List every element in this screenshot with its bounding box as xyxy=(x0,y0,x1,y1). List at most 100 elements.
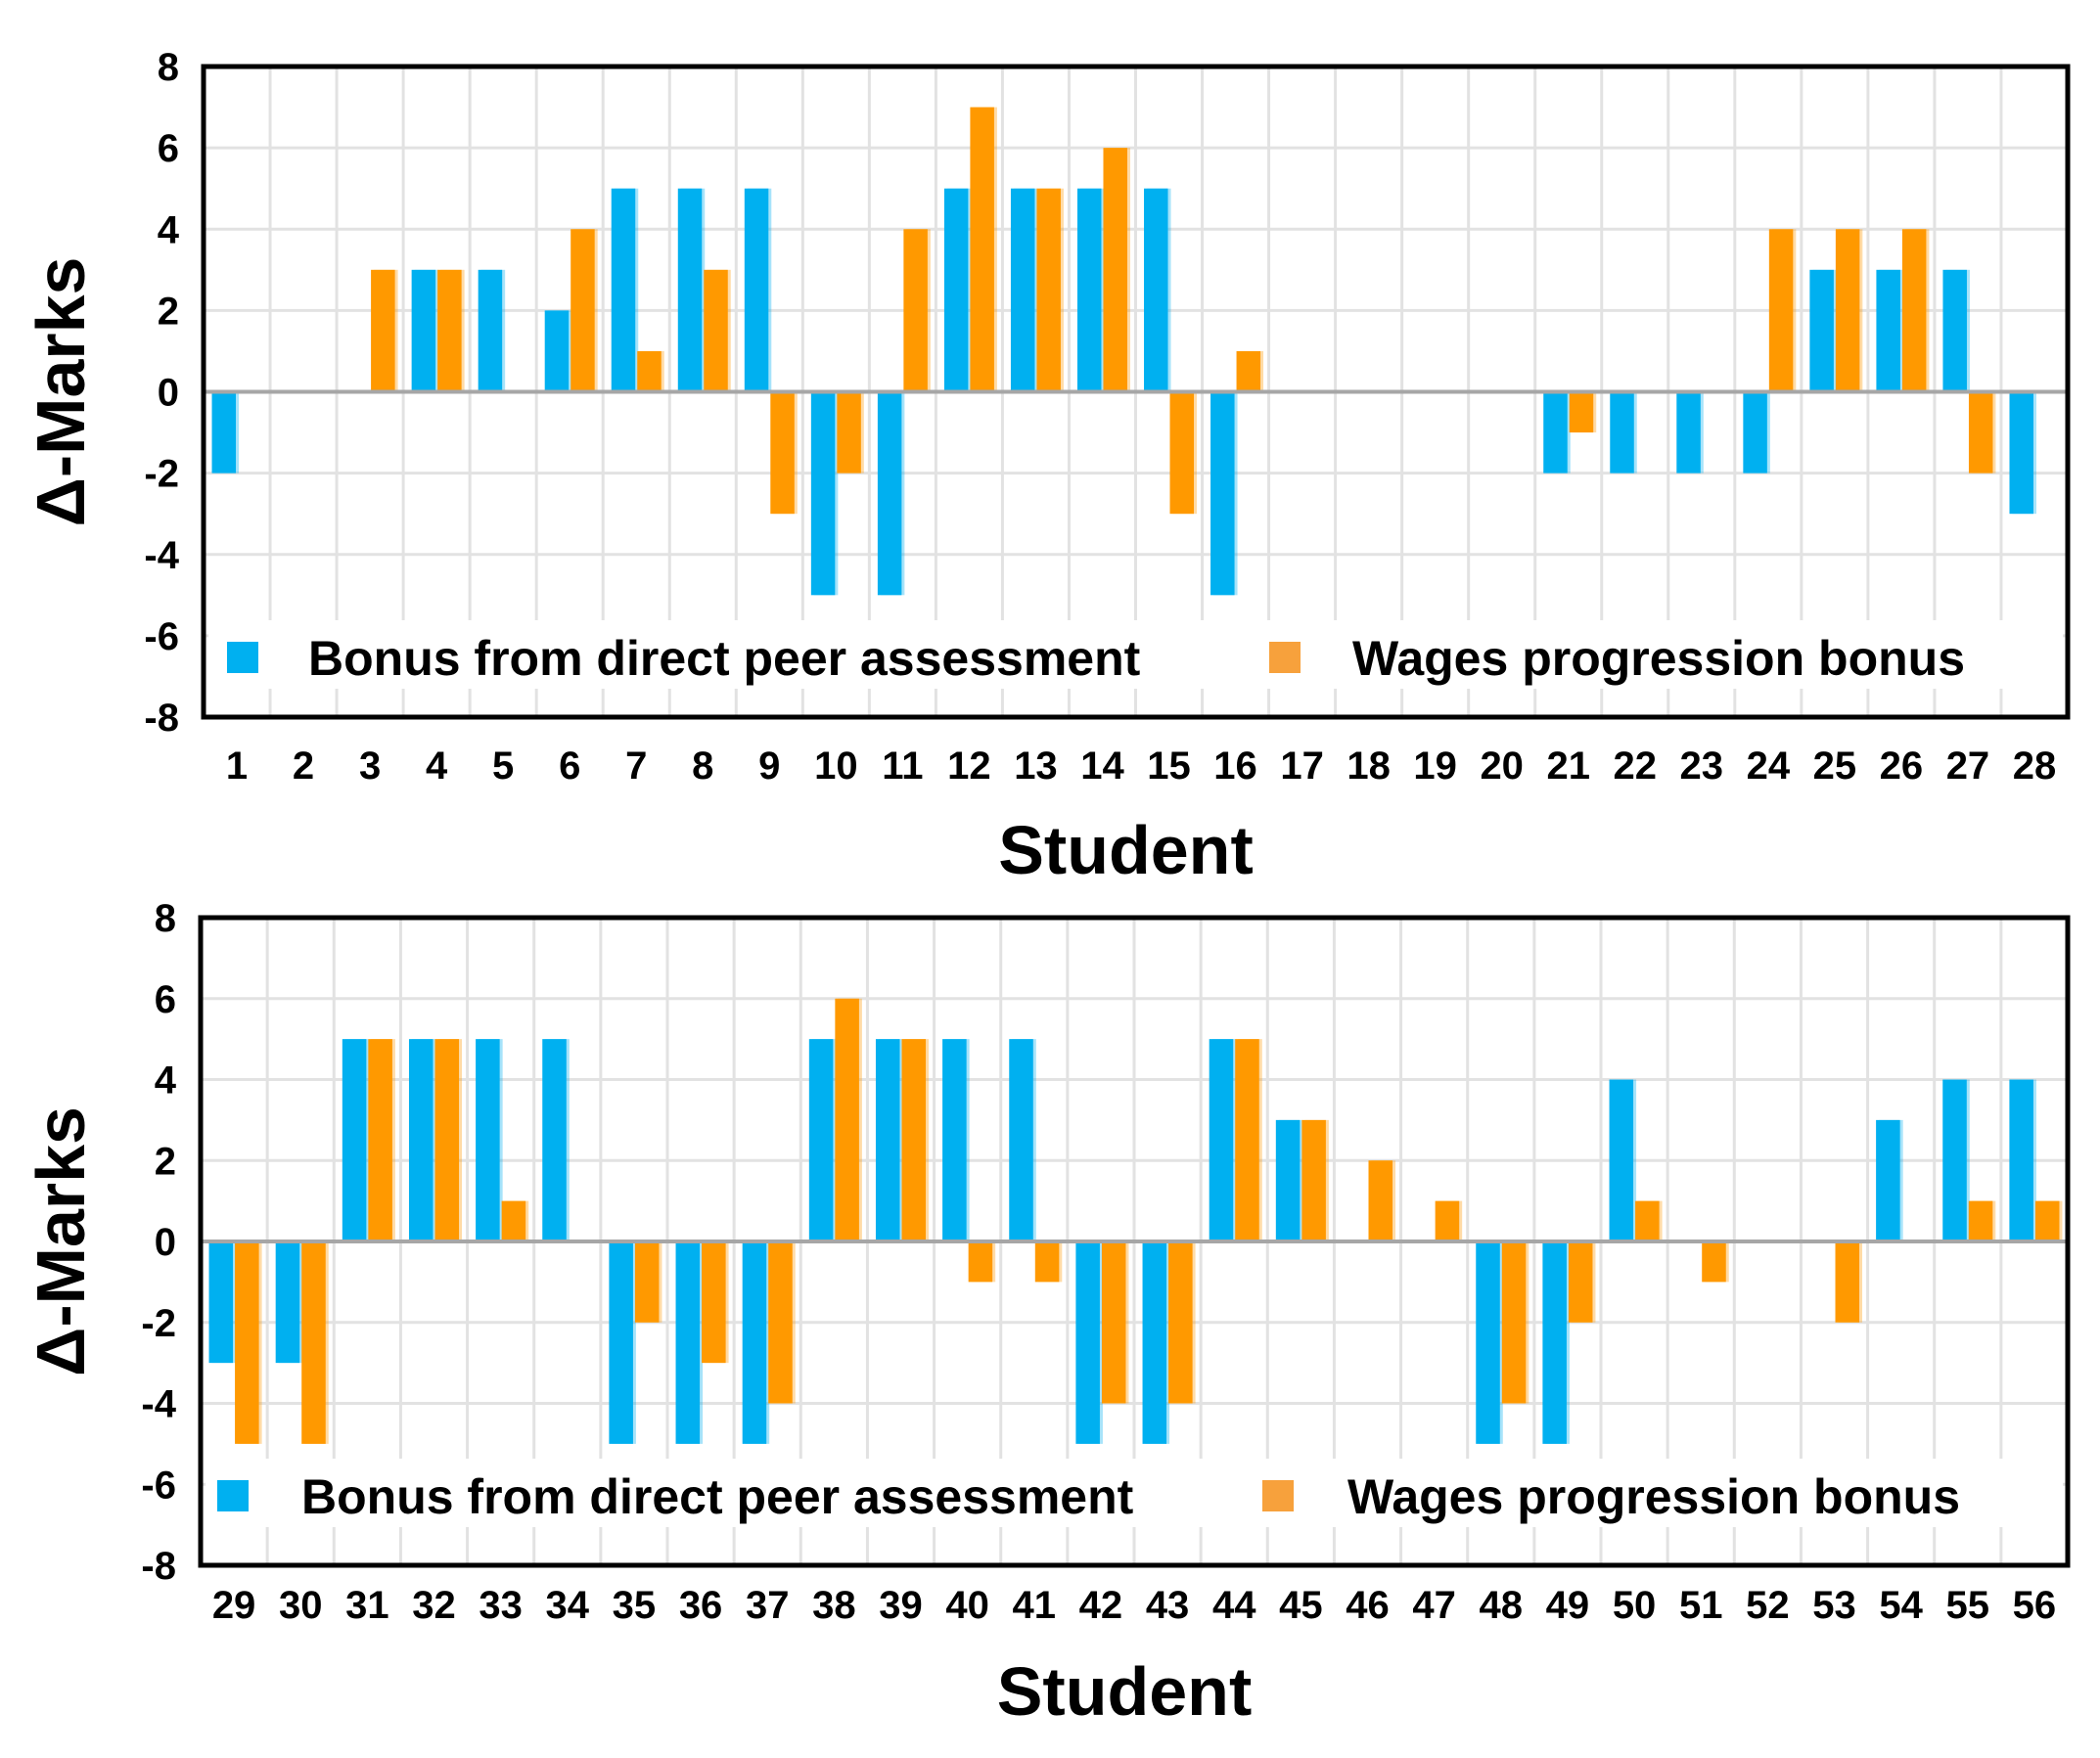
bar-peer-student-21 xyxy=(1543,391,1568,473)
y-tick-label: 2 xyxy=(158,290,179,333)
x-tick-label: 10 xyxy=(814,744,858,788)
bar-peer-student-49 xyxy=(1542,1241,1567,1444)
x-axis-title: Student xyxy=(997,1653,1253,1730)
bar-peer-student-25 xyxy=(1809,269,1834,392)
bar-peer-student-43 xyxy=(1142,1241,1167,1444)
y-tick-label: -2 xyxy=(144,453,179,496)
x-tick-label: 56 xyxy=(2013,1584,2057,1627)
bar-wages-student-33 xyxy=(501,1200,526,1241)
y-tick-label: 6 xyxy=(155,978,176,1021)
bar-wages-student-15 xyxy=(1169,391,1195,515)
bar-wages-student-42 xyxy=(1101,1241,1126,1404)
bar-peer-student-37 xyxy=(742,1241,767,1444)
x-tick-label: 6 xyxy=(559,744,580,788)
bar-peer-student-32 xyxy=(408,1039,434,1241)
y-tick-label: -4 xyxy=(141,1383,176,1426)
bar-peer-student-34 xyxy=(542,1039,567,1241)
y-tick-label: -2 xyxy=(141,1302,176,1345)
bar-peer-student-38 xyxy=(808,1039,834,1241)
legend-swatch-peer xyxy=(217,1480,249,1511)
x-tick-label: 9 xyxy=(758,744,780,788)
bar-peer-student-39 xyxy=(875,1039,900,1241)
y-tick-label: -6 xyxy=(141,1464,176,1507)
legend-label-wages: Wages progression bonus xyxy=(1352,631,1965,686)
x-tick-label: 27 xyxy=(1946,744,1990,788)
legend-swatch-wages xyxy=(1269,642,1301,673)
x-tick-label: 7 xyxy=(625,744,647,788)
x-tick-label: 15 xyxy=(1147,744,1191,788)
x-tick-label: 19 xyxy=(1413,744,1457,788)
bar-peer-student-1 xyxy=(211,391,237,473)
x-tick-label: 45 xyxy=(1279,1584,1323,1627)
legend-box xyxy=(205,1459,2063,1527)
bar-wages-student-53 xyxy=(1835,1241,1860,1323)
x-tick-label: 3 xyxy=(359,744,381,788)
bar-wages-student-21 xyxy=(1569,391,1594,433)
x-tick-label: 44 xyxy=(1212,1584,1256,1627)
y-tick-label: -4 xyxy=(144,534,179,577)
bar-peer-student-13 xyxy=(1010,188,1035,392)
y-tick-label: -8 xyxy=(144,697,179,740)
bar-peer-student-22 xyxy=(1610,391,1634,473)
legend-swatch-peer xyxy=(227,642,258,673)
x-tick-label: 48 xyxy=(1480,1584,1524,1627)
bar-peer-student-23 xyxy=(1676,391,1701,473)
bar-wages-student-3 xyxy=(371,269,395,392)
bar-peer-student-5 xyxy=(478,269,503,392)
bar-peer-student-27 xyxy=(1942,269,1967,392)
bar-peer-student-30 xyxy=(275,1241,300,1364)
legend-label-peer: Bonus from direct peer assessment xyxy=(301,1469,1134,1524)
bar-wages-student-49 xyxy=(1568,1241,1593,1323)
bar-wages-student-8 xyxy=(704,269,728,392)
x-axis-title: Student xyxy=(998,812,1254,888)
x-tick-label: 43 xyxy=(1146,1584,1190,1627)
y-tick-label: 2 xyxy=(155,1140,176,1183)
bar-wages-student-50 xyxy=(1635,1200,1660,1241)
bar-wages-student-6 xyxy=(571,229,595,392)
x-tick-label: 16 xyxy=(1213,744,1257,788)
bar-wages-student-29 xyxy=(235,1241,259,1444)
x-tick-label: 46 xyxy=(1346,1584,1390,1627)
plot-frame xyxy=(201,64,2071,720)
bar-peer-student-35 xyxy=(609,1241,633,1444)
x-tick-label: 37 xyxy=(746,1584,790,1627)
y-tick-label: 4 xyxy=(155,1059,177,1103)
x-tick-label: 5 xyxy=(492,744,514,788)
bar-wages-student-35 xyxy=(634,1241,660,1323)
x-tick-label: 12 xyxy=(947,744,991,788)
bar-peer-student-28 xyxy=(2009,391,2033,515)
bar-wages-student-24 xyxy=(1768,229,1794,392)
bar-wages-student-36 xyxy=(702,1241,726,1364)
x-tick-label: 49 xyxy=(1546,1584,1590,1627)
bar-peer-student-40 xyxy=(942,1039,967,1241)
legend-label-peer: Bonus from direct peer assessment xyxy=(308,631,1141,686)
bar-peer-student-6 xyxy=(544,310,570,392)
bar-peer-student-54 xyxy=(1876,1119,1900,1241)
bar-wages-student-38 xyxy=(835,998,859,1241)
x-tick-label: 25 xyxy=(1813,744,1857,788)
bar-peer-student-12 xyxy=(943,188,969,392)
bar-peer-student-45 xyxy=(1275,1119,1301,1241)
y-tick-label: 4 xyxy=(158,208,180,251)
x-tick-label: 40 xyxy=(945,1584,989,1627)
bar-wages-student-37 xyxy=(768,1241,793,1404)
bar-peer-student-7 xyxy=(611,188,636,392)
bar-peer-student-14 xyxy=(1076,188,1102,392)
y-tick-label: -6 xyxy=(144,615,179,658)
chart-panel-1: Bonus from direct peer assessment Wages p… xyxy=(23,46,2071,888)
x-tick-label: 14 xyxy=(1080,744,1124,788)
bar-peer-student-56 xyxy=(2009,1079,2033,1241)
bar-peer-student-44 xyxy=(1209,1039,1234,1241)
bar-wages-student-41 xyxy=(1034,1241,1060,1283)
bar-peer-student-41 xyxy=(1009,1039,1033,1241)
x-tick-label: 30 xyxy=(279,1584,323,1627)
x-tick-label: 21 xyxy=(1546,744,1590,788)
bar-wages-student-9 xyxy=(770,391,795,515)
bar-wages-student-7 xyxy=(637,350,662,392)
bar-wages-student-47 xyxy=(1435,1200,1460,1241)
bar-wages-student-31 xyxy=(368,1039,392,1241)
bar-peer-student-29 xyxy=(208,1241,234,1364)
bar-peer-student-11 xyxy=(877,391,902,596)
bar-peer-student-33 xyxy=(476,1039,500,1241)
